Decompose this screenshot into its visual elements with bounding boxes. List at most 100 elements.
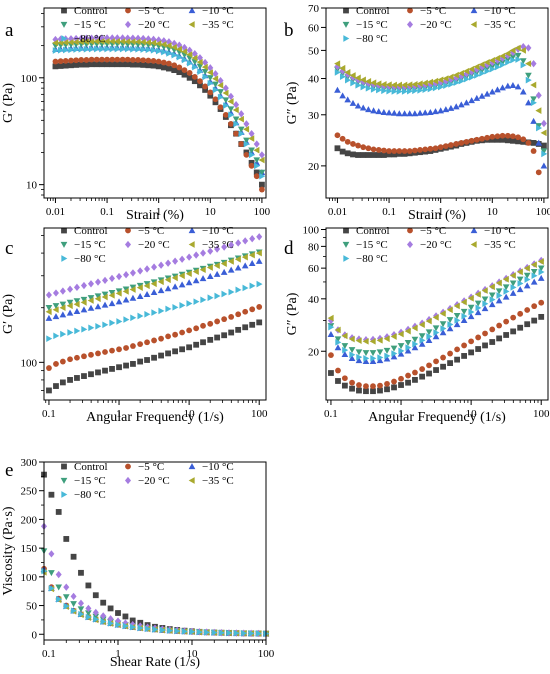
- data-point: [510, 284, 517, 291]
- y-tick-label: 100: [303, 224, 320, 236]
- data-point: [427, 85, 434, 93]
- data-point: [355, 152, 361, 158]
- data-point: [235, 286, 242, 294]
- legend-marker: [188, 21, 195, 28]
- data-point: [359, 104, 367, 111]
- data-point: [59, 301, 67, 308]
- data-point: [59, 287, 66, 295]
- legend-label: −35 °C: [484, 239, 516, 251]
- data-point: [217, 93, 224, 101]
- data-point: [88, 61, 95, 68]
- data-point: [88, 38, 95, 45]
- data-point: [499, 59, 506, 66]
- data-point: [68, 46, 75, 54]
- data-point: [217, 104, 224, 111]
- data-point: [67, 329, 74, 336]
- data-point: [453, 74, 460, 82]
- data-point: [519, 58, 527, 65]
- data-point: [442, 106, 450, 113]
- data-point: [259, 172, 266, 180]
- data-point: [164, 285, 172, 292]
- data-point: [77, 599, 84, 607]
- data-point: [334, 86, 341, 93]
- data-point: [74, 375, 80, 381]
- data-point: [83, 34, 90, 42]
- x-tick-label: 1: [156, 206, 162, 218]
- data-point: [85, 610, 92, 617]
- data-point: [540, 119, 547, 128]
- legend-marker: [407, 7, 413, 14]
- data-point: [114, 61, 121, 68]
- data-point: [95, 369, 101, 376]
- data-point: [155, 40, 162, 47]
- legend-item-minus5-c: −5 °C: [125, 225, 164, 237]
- data-point: [482, 330, 488, 337]
- data-point: [468, 97, 475, 104]
- data-point: [376, 337, 383, 344]
- data-point: [53, 332, 60, 340]
- data-point: [136, 293, 144, 300]
- data-point: [202, 73, 209, 81]
- data-point: [453, 302, 460, 310]
- data-point: [349, 351, 356, 359]
- data-point: [341, 343, 349, 350]
- data-point: [349, 385, 355, 392]
- legend-item-control: Control: [61, 5, 108, 17]
- data-point: [460, 298, 467, 306]
- data-point: [418, 333, 426, 340]
- data-point: [46, 335, 53, 343]
- data-point: [483, 90, 491, 97]
- data-point: [370, 146, 377, 153]
- data-point: [181, 56, 188, 64]
- data-point: [530, 140, 537, 146]
- data-point: [386, 87, 393, 95]
- data-point: [356, 382, 362, 388]
- data-point: [416, 80, 423, 88]
- data-point: [504, 50, 511, 57]
- data-point: [494, 54, 501, 62]
- data-point: [515, 138, 521, 145]
- x-tick-label: 100: [533, 408, 550, 420]
- data-point: [473, 94, 481, 101]
- series-minus80-c: [52, 45, 266, 180]
- data-point: [136, 284, 143, 291]
- legend-label: Control: [356, 5, 390, 17]
- data-point: [241, 253, 248, 261]
- data-point: [341, 375, 348, 382]
- data-point: [199, 275, 207, 282]
- data-point: [167, 627, 174, 634]
- data-point: [158, 335, 164, 342]
- series-minus15-c: [327, 265, 545, 357]
- data-point: [397, 343, 405, 350]
- data-point: [489, 136, 496, 143]
- y-tick-label: 20: [308, 346, 320, 358]
- data-point: [404, 327, 411, 335]
- data-point: [447, 321, 454, 328]
- data-point: [339, 148, 346, 155]
- legend-marker: [124, 20, 132, 29]
- data-point: [363, 383, 369, 390]
- data-point: [135, 61, 141, 68]
- data-point: [81, 373, 87, 379]
- data-point: [73, 46, 80, 53]
- series-minus35-c: [334, 44, 547, 137]
- plot-frame: [325, 227, 549, 401]
- data-point: [218, 629, 225, 637]
- data-point: [474, 72, 481, 79]
- data-point: [437, 144, 444, 151]
- data-point: [536, 124, 543, 132]
- data-point: [228, 329, 235, 336]
- legend-marker: [470, 21, 477, 28]
- data-point: [140, 46, 147, 53]
- data-point: [78, 61, 85, 68]
- data-point: [221, 316, 228, 323]
- data-point: [406, 148, 413, 154]
- data-point: [56, 595, 63, 603]
- x-tick-label: 10: [466, 408, 478, 420]
- y-tick-label: 40: [308, 74, 320, 86]
- data-point: [473, 63, 480, 71]
- data-point: [514, 83, 522, 90]
- data-point: [483, 65, 491, 72]
- data-point: [335, 378, 341, 384]
- data-point: [488, 57, 495, 64]
